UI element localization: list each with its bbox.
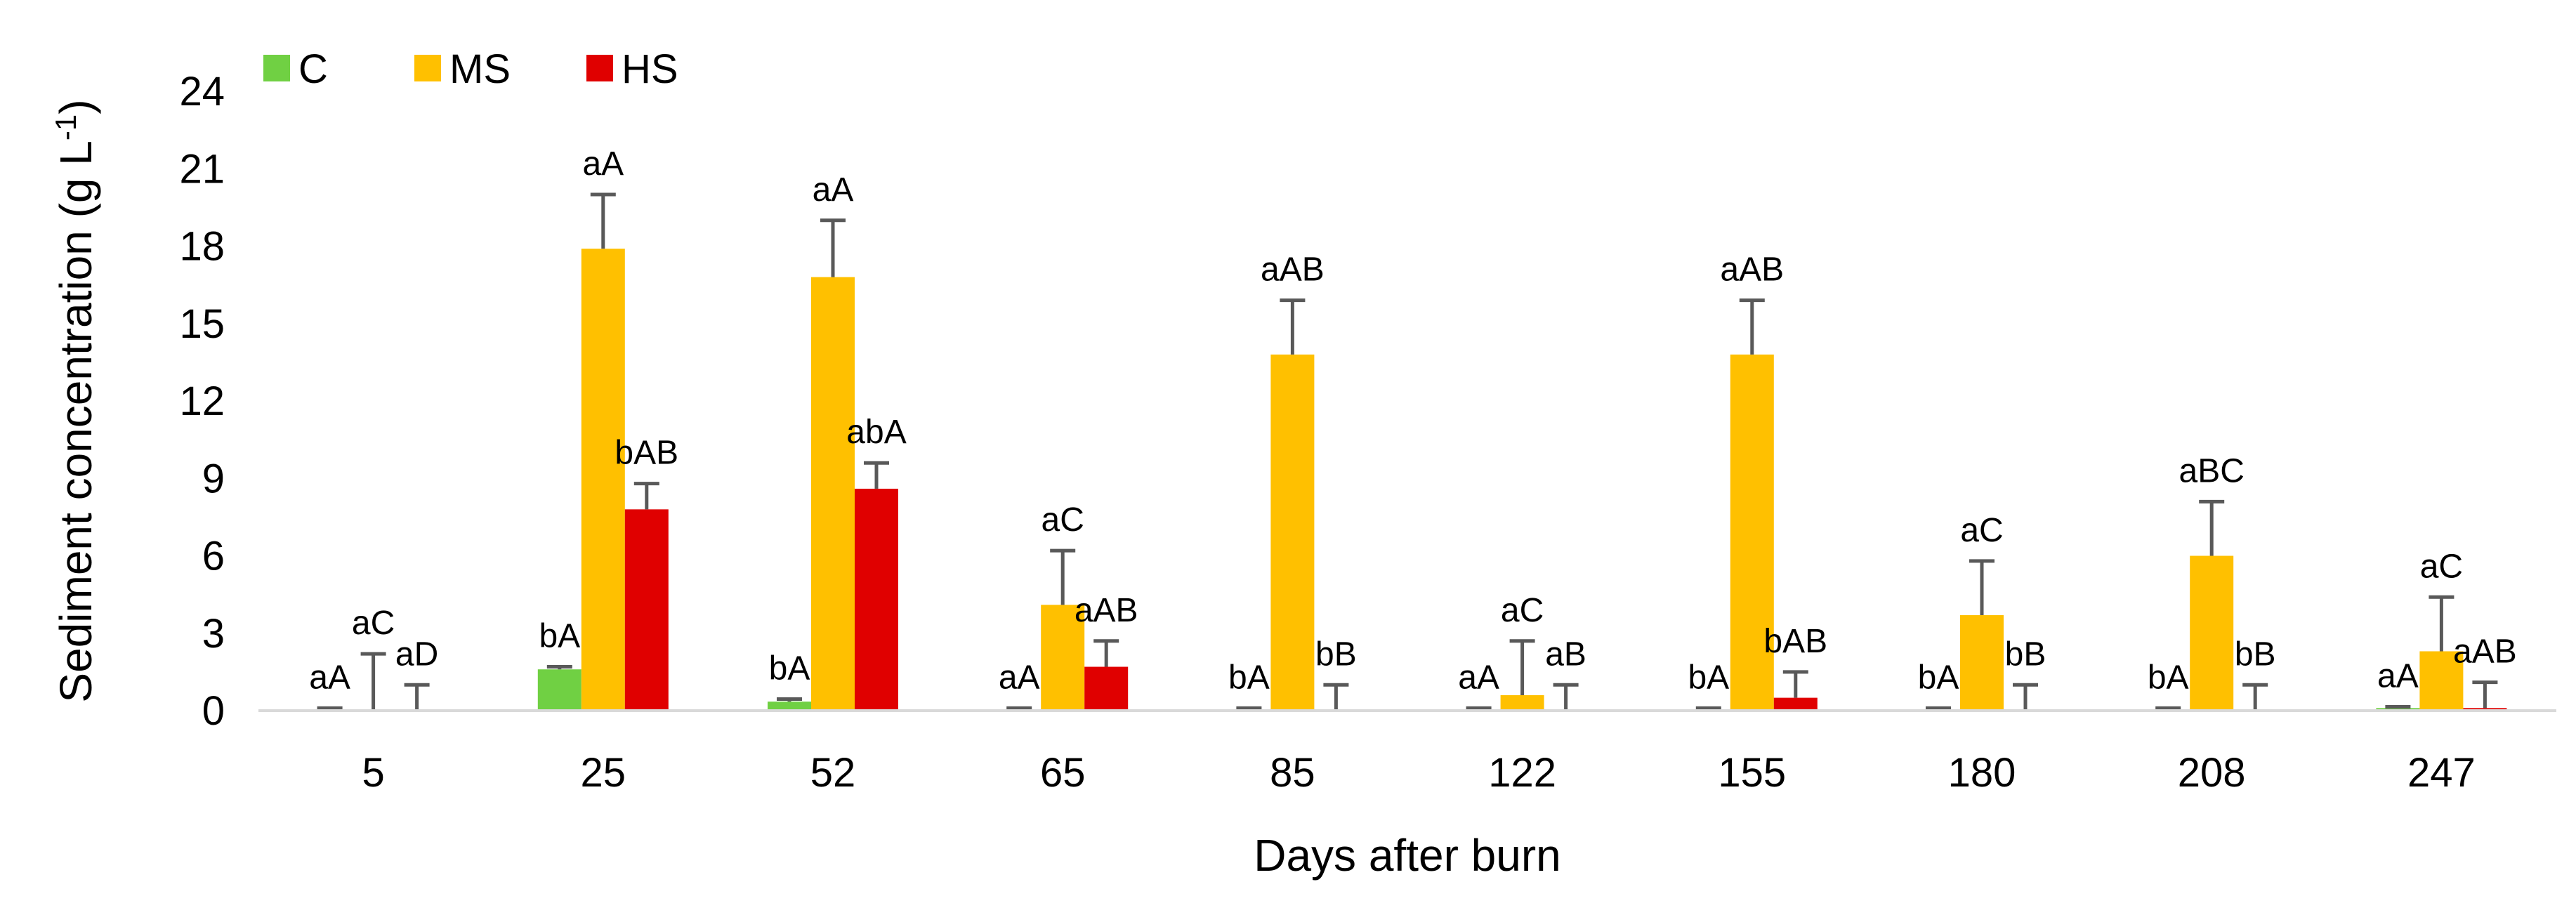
- bar-ms-52: [811, 277, 855, 711]
- y-tick-label: 3: [202, 611, 225, 657]
- bar-hs-25: [624, 509, 669, 711]
- significance-label: aC: [1960, 512, 2003, 549]
- bar-hs-155: [1773, 697, 1818, 711]
- x-tick-label: 155: [1718, 750, 1786, 796]
- x-tick-label: 85: [1270, 750, 1315, 796]
- x-tick-label: 180: [1948, 750, 2016, 796]
- significance-label: bB: [2005, 636, 2046, 673]
- bar-ms-25: [581, 249, 625, 711]
- significance-label: aA: [1458, 659, 1499, 696]
- significance-label: aA: [309, 659, 350, 696]
- legend-label-c: C: [298, 46, 328, 92]
- significance-label: aA: [2377, 657, 2419, 695]
- y-tick-label: 21: [179, 146, 225, 192]
- significance-label: aD: [395, 636, 438, 673]
- significance-label: aB: [1545, 636, 1586, 673]
- significance-label: aC: [352, 605, 395, 642]
- bar-ms-208: [2190, 555, 2234, 711]
- x-tick-label: 5: [362, 750, 384, 796]
- legend: C MS HS: [263, 46, 678, 92]
- y-title-suffix: ): [51, 99, 101, 114]
- bar-ms-155: [1730, 354, 1774, 711]
- x-tick-label: 25: [581, 750, 626, 796]
- significance-label: aA: [582, 145, 624, 183]
- significance-label: bAB: [1763, 623, 1827, 660]
- legend-swatch-c: [263, 55, 290, 81]
- bar-c-25: [537, 669, 581, 711]
- significance-label: aAB: [1720, 251, 1784, 289]
- y-tick-label: 15: [179, 301, 225, 347]
- x-tick-label: 247: [2407, 750, 2476, 796]
- significance-label: bA: [539, 618, 580, 655]
- legend-swatch-ms: [414, 55, 441, 81]
- significance-label: aAB: [1075, 592, 1138, 629]
- legend-label-hs: HS: [622, 46, 678, 92]
- bar-ms-247: [2419, 651, 2464, 711]
- y-tick-label: 12: [179, 378, 225, 424]
- y-tick-label: 9: [202, 456, 225, 501]
- x-axis-title: Days after burn: [1254, 830, 1561, 881]
- significance-label: aC: [2420, 548, 2463, 585]
- y-axis: 0 3 6 9 12 15 18 21 24: [179, 69, 225, 734]
- legend-label-ms: MS: [449, 46, 511, 92]
- significance-label: abA: [846, 414, 906, 451]
- y-tick-label: 24: [179, 69, 225, 114]
- significance-label: aBC: [2179, 452, 2245, 489]
- bar-hs-52: [855, 488, 898, 711]
- x-tick-label: 52: [810, 750, 856, 796]
- bar-ms-122: [1500, 695, 1544, 711]
- significance-label: aC: [1501, 592, 1544, 629]
- significance-label: aA: [999, 659, 1040, 696]
- bar-ms-180: [1960, 615, 2004, 711]
- x-axis: 5 25 52 65 85 122 155 180 208 247: [258, 709, 2556, 796]
- significance-label: bAB: [615, 435, 678, 472]
- bar-ms-85: [1270, 354, 1315, 711]
- legend-swatch-hs: [586, 55, 613, 81]
- x-tick-label: 208: [2178, 750, 2246, 796]
- y-axis-title: Sediment concentration (g L-1): [49, 99, 101, 702]
- significance-label: bA: [769, 650, 810, 687]
- significance-label: aC: [1041, 501, 1084, 539]
- significance-label: bB: [2235, 636, 2276, 673]
- significance-label: aAB: [2453, 633, 2517, 671]
- x-tick-label: 65: [1040, 750, 1086, 796]
- significance-label: aAB: [1261, 251, 1325, 289]
- significance-label: aA: [813, 171, 854, 209]
- y-title-superscript: -1: [49, 114, 82, 140]
- x-tick-label: 122: [1488, 750, 1556, 796]
- y-tick-label: 0: [202, 688, 225, 734]
- significance-label: bA: [1918, 659, 1959, 696]
- bar-hs-65: [1084, 666, 1129, 711]
- significance-label: bA: [1228, 659, 1270, 696]
- significance-label: bA: [1688, 659, 1729, 696]
- significance-label: bB: [1315, 636, 1357, 673]
- y-title-main: Sediment concentration (g L: [51, 140, 101, 702]
- bar-c-52: [768, 702, 811, 711]
- y-tick-label: 6: [202, 534, 225, 579]
- y-tick-label: 18: [179, 224, 225, 270]
- significance-label: bA: [2148, 659, 2189, 696]
- bar-ms-65: [1041, 605, 1085, 711]
